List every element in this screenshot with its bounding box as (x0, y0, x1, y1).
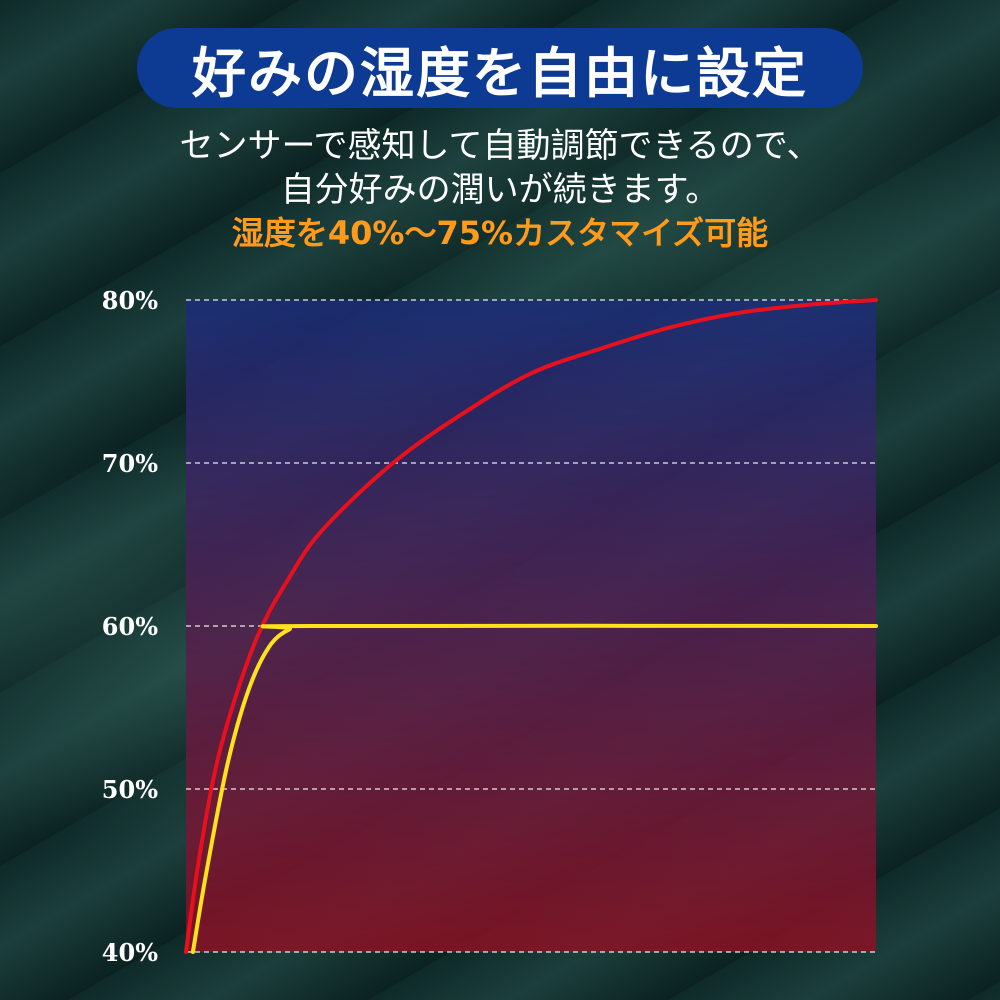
y-tick-label-70: 70% (102, 449, 158, 478)
series-lines (184, 298, 878, 954)
humidity-range-highlight: 湿度を40%〜75%カスタマイズ可能 (231, 214, 769, 252)
page-title: 好みの湿度を自由に設定 (192, 40, 808, 105)
y-tick-label-80: 80% (102, 286, 158, 315)
subtitle-line-1: センサーで感知して自動調節できるので、 (179, 126, 821, 166)
y-tick-label-40: 40% (102, 938, 158, 967)
series-line-1 (184, 298, 878, 954)
title-banner: 好みの湿度を自由に設定 (137, 28, 863, 108)
y-axis-ticks: 80% 70% 60% 50% 40% (102, 286, 158, 967)
subtitle-line-2: 自分好みの潤いが続きます。 (280, 170, 720, 210)
y-tick-label-50: 50% (102, 775, 158, 804)
y-tick-label-60: 60% (102, 612, 158, 641)
series-line-2 (190, 623, 878, 954)
